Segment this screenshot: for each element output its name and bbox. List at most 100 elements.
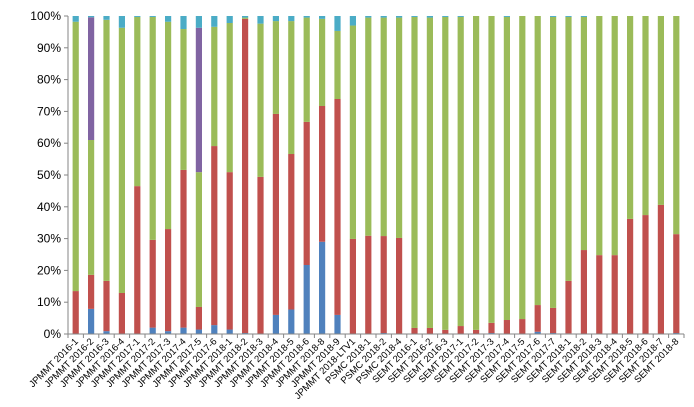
bar-segment [488,16,495,323]
bar-segment [88,274,95,309]
bar-segment [380,236,387,334]
bar-segment [242,17,249,19]
bar-segment [288,16,295,22]
bar-segment [211,26,218,147]
bar-segment [349,238,356,334]
bar-segment [195,329,202,334]
bar-segment [365,16,372,18]
y-tick-label: 10% [37,295,61,309]
bar-segment [411,16,418,328]
y-tick-label: 70% [37,104,61,118]
bar-segment [534,331,541,334]
bar-segment [180,327,187,334]
bar-segment [334,314,341,334]
bar-segment [257,16,264,24]
bar-segment [442,16,449,330]
bar-segment [580,16,587,251]
bar-segment [319,16,326,19]
bar-segment [580,250,587,334]
bar-segment [180,29,187,170]
bar-segment [473,16,480,330]
bar-segment [72,291,79,334]
bar-segment [426,16,433,18]
bar-segment [88,17,95,141]
bar-segment [257,176,264,334]
bar-segment [242,16,249,18]
bar-segment [334,16,341,31]
bar-segment [334,98,341,315]
y-tick-label: 50% [37,168,61,182]
bar-segment [426,17,433,328]
bar-segment [195,172,202,307]
bar-segment [380,17,387,237]
bar-segment [365,235,372,334]
bar-segment [365,17,372,236]
bar-segment [118,292,125,334]
bar-segment [118,16,125,28]
bar-segment [134,186,141,334]
bar-segment [380,16,387,18]
bar-segment [396,17,403,238]
bar-segment [457,16,464,17]
y-tick-label: 90% [37,41,61,55]
bar-segment [195,16,202,28]
bar-segment [565,16,572,17]
bar-segment [103,19,110,281]
bar-segment [288,21,295,155]
bar-segment [627,218,634,334]
bar-segment [519,319,526,334]
bar-segment [503,16,510,321]
bar-segment [550,16,557,308]
bar-segment [673,234,680,334]
bar-segment [457,326,464,334]
bar-segment [488,322,495,334]
y-tick-label: 100% [30,9,61,23]
bar-segment [457,16,464,327]
bar-segment [134,16,141,17]
bar-segment [211,146,218,326]
bar-segment [72,21,79,292]
bar-segment [303,264,310,334]
bar-segment [288,309,295,334]
y-tick-label: 0% [44,327,62,341]
bar-segment [411,16,418,17]
bar-segment [165,16,172,22]
bar-segment [272,16,279,22]
bar-segment [103,331,110,334]
bar-segment [195,27,202,173]
bar-segment [211,16,218,27]
bar-segment [565,280,572,334]
bar-segment [165,21,172,230]
bar-segment [503,320,510,334]
bar-segment [226,329,233,334]
bar-segment [426,327,433,334]
bar-segment [534,305,541,332]
bar-segment [72,16,79,22]
bar-segment [657,16,664,205]
bar-segment [442,329,449,334]
bar-segment [272,113,279,315]
bar-segment [627,16,634,219]
bar-segment [103,16,110,20]
bar-segment [88,308,95,334]
bar-segment [226,172,233,330]
bar-segment [596,255,603,334]
bar-segment [272,21,279,114]
bar-segment [149,239,156,328]
bar-segment [288,154,295,310]
bar-segment [503,16,510,17]
bar-segment [580,16,587,17]
bar-segment [226,22,233,173]
bar-segment [88,140,95,275]
y-tick-label: 20% [37,263,61,277]
bar-segment [226,16,233,23]
y-tick-label: 40% [37,200,61,214]
bar-segment [103,280,110,332]
bar-segment [319,18,326,106]
bar-segment [242,18,249,334]
bar-segment [611,255,618,334]
bars [72,16,680,334]
bar-segment [642,16,649,216]
